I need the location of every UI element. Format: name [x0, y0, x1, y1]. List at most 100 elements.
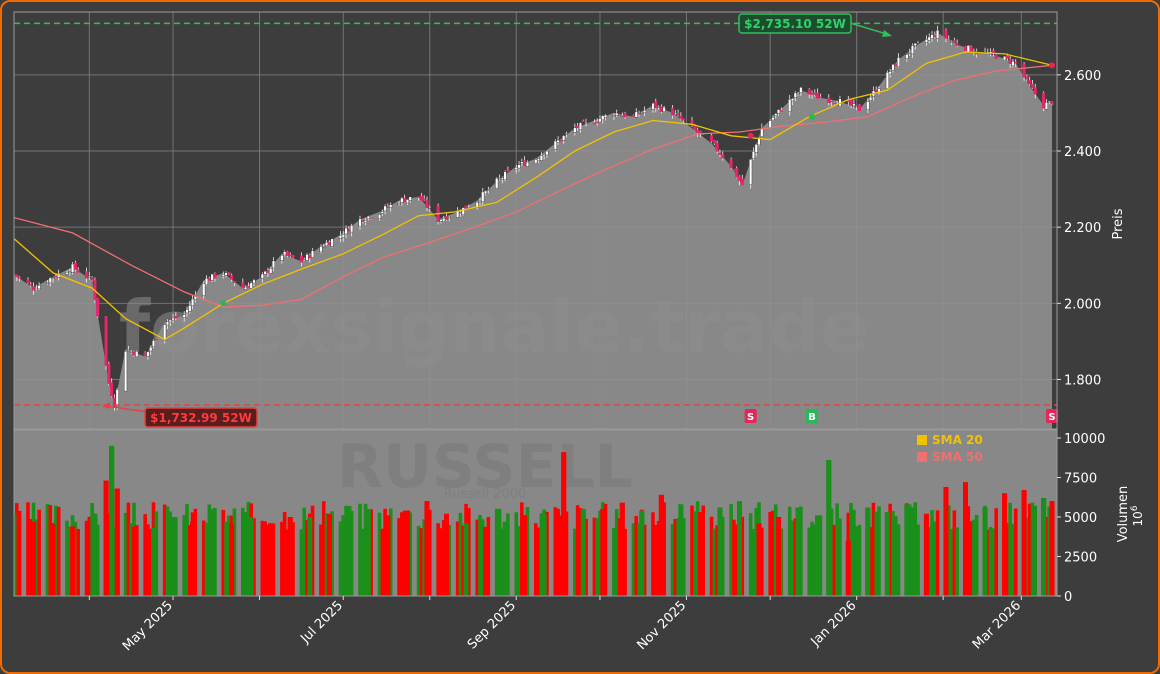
volume-bar: [310, 505, 315, 596]
candle-body: [500, 177, 504, 180]
candle-body: [517, 164, 521, 169]
volume-tick-label: 0: [1064, 590, 1072, 605]
candle-body: [252, 279, 256, 284]
candle-body: [29, 284, 33, 286]
volume-bar: [955, 527, 959, 596]
volume-bar: [134, 525, 139, 596]
volume-bar: [467, 508, 471, 596]
price-tick-label: 2.600: [1064, 69, 1101, 84]
volume-bar: [991, 528, 996, 596]
volume-bar: [614, 509, 619, 596]
candle-body: [445, 216, 449, 220]
x-axis: May 2025 Jul 2025 Sep 2025 Nov 2025 Jan 2026…: [88, 596, 1024, 654]
candle-body: [327, 242, 331, 245]
candle-body: [37, 285, 41, 290]
candle-body: [643, 109, 647, 113]
candle-body: [751, 151, 755, 159]
price-axis-label: Preis: [1111, 208, 1126, 239]
candle-body: [71, 263, 75, 273]
volume-bar: [506, 513, 510, 596]
volume-bar: [369, 509, 373, 596]
candle-body: [447, 216, 451, 219]
candle-body: [213, 273, 217, 279]
candle-body: [484, 190, 488, 195]
volume-bar: [658, 494, 664, 596]
volume-bar: [154, 511, 159, 596]
volume-bar: [536, 527, 541, 596]
candle-body: [205, 278, 209, 286]
volume-bar: [760, 527, 764, 596]
candle-body: [378, 214, 382, 219]
candle-body: [350, 224, 354, 233]
volume-bar: [455, 521, 460, 596]
candle-body: [598, 118, 602, 123]
volume-bar: [600, 509, 606, 596]
volume-bar: [463, 523, 469, 596]
volume-bar: [148, 528, 153, 596]
signal-marker-s: [744, 409, 757, 423]
volume-bar: [754, 507, 759, 596]
candle-body: [397, 202, 401, 205]
volume-tick-label: 5000: [1064, 511, 1097, 526]
volume-bar: [598, 510, 602, 596]
candle-body: [964, 46, 968, 52]
volume-bar: [307, 517, 313, 596]
volume-tick-label: 2500: [1064, 551, 1097, 566]
high-annotation-arrowhead: [882, 30, 892, 37]
volume-bar: [185, 504, 189, 596]
candle-body: [338, 235, 342, 239]
volume-bar: [497, 508, 502, 596]
volume-bar: [852, 509, 856, 596]
volume-bar: [697, 512, 703, 596]
volume-bar: [845, 540, 851, 596]
candle-body: [710, 135, 714, 142]
candle-body: [640, 112, 644, 114]
candle-body: [389, 204, 393, 208]
candle-body: [425, 200, 429, 209]
candle-body: [263, 271, 267, 275]
low-annotation: $1,732.99 52W: [102, 402, 258, 428]
candle-body: [866, 101, 870, 111]
volume-bar: [360, 528, 365, 596]
candle-body: [576, 126, 580, 128]
volume-bar: [773, 504, 778, 596]
price-axis: 1.800 2.000 2.200 2.400 2.600: [1057, 69, 1101, 388]
x-tick-label: Sep 2025: [465, 598, 519, 652]
candle-body: [319, 246, 323, 253]
candle-body: [604, 114, 608, 118]
volume-bar: [26, 502, 30, 596]
candle-body: [662, 106, 666, 112]
candle-body: [715, 142, 719, 152]
candle-body: [693, 125, 697, 130]
volume-bar: [34, 519, 39, 596]
candle-body: [48, 277, 52, 284]
volume-bar: [65, 520, 69, 596]
volume-bar: [349, 510, 354, 596]
candle-body: [796, 92, 800, 95]
candle-body: [15, 274, 19, 278]
volume-bar: [50, 524, 56, 596]
candle-body: [947, 39, 951, 41]
candle-body: [897, 57, 901, 67]
volume-bar: [619, 502, 625, 596]
volume-bar: [1041, 498, 1047, 596]
candle-body: [671, 107, 675, 116]
candle-body: [966, 45, 970, 52]
volume-bar: [56, 506, 61, 596]
candle-body: [525, 161, 529, 167]
high-annotation: $2,735.10 52W: [738, 13, 892, 37]
volume-bar: [494, 508, 499, 596]
candle-body: [288, 254, 292, 256]
candle-body: [191, 298, 195, 306]
candle-body: [944, 29, 948, 39]
volume-bar: [854, 526, 859, 596]
candle-body: [207, 277, 211, 281]
price-tick-label: 2.000: [1064, 297, 1101, 312]
volume-bar: [483, 528, 489, 596]
candle-body: [18, 277, 22, 279]
volume-bar: [868, 527, 873, 596]
volume-bar: [1021, 490, 1027, 596]
volume-bar: [397, 518, 401, 596]
volume-bar: [514, 512, 519, 596]
low-annotation-box: [144, 407, 258, 428]
